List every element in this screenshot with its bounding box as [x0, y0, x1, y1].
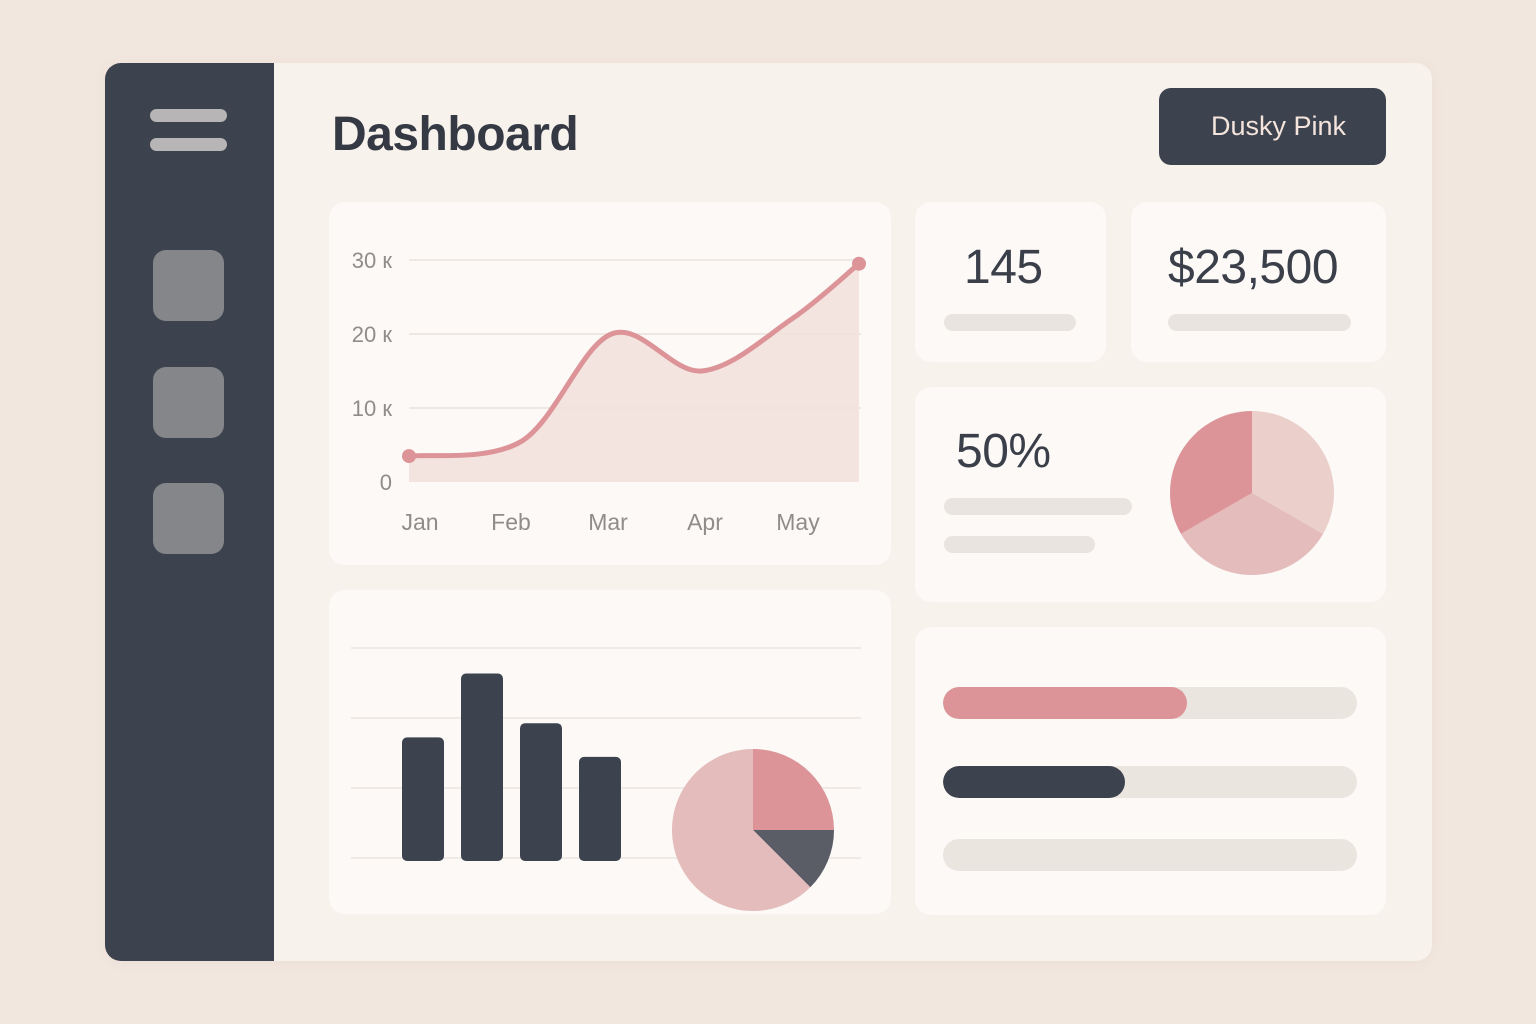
pie-slice: [672, 749, 811, 911]
stat-card-count: 145: [915, 202, 1106, 362]
x-tick-label: Mar: [588, 509, 628, 535]
data-point: [852, 256, 866, 271]
placeholder-bar: [944, 314, 1076, 331]
stat-value-revenue: $23,500: [1168, 241, 1339, 294]
sidebar-item-1[interactable]: [153, 250, 224, 321]
placeholder-bar: [944, 498, 1132, 515]
bar: [402, 737, 444, 861]
stat-card-percent: 50%: [915, 387, 1386, 602]
progress-track-2: [943, 766, 1357, 798]
progress-fill-1: [943, 687, 1188, 719]
progress-track-1: [943, 687, 1357, 719]
x-tick-label: May: [776, 509, 820, 535]
bar: [461, 673, 503, 861]
pie-slice: [1180, 493, 1324, 575]
y-tick-label: 20 к: [352, 322, 393, 347]
pie-slice: [1170, 411, 1252, 534]
sidebar-item-3[interactable]: [153, 483, 224, 554]
x-tick-label: Apr: [687, 509, 723, 535]
progress-card: [915, 627, 1386, 915]
pie-slice: [753, 749, 834, 830]
bar-chart: [351, 647, 861, 911]
x-tick-label: Feb: [491, 509, 531, 535]
data-point: [402, 449, 416, 464]
y-tick-label: 0: [380, 470, 392, 495]
line-chart-card: 0 10 к 20 к 30 к Jan Feb Mar Apr May: [329, 202, 891, 565]
hamburger-icon[interactable]: [150, 107, 227, 153]
bar: [520, 723, 562, 861]
y-tick-label: 30 к: [352, 248, 393, 273]
area-fill: [409, 263, 859, 482]
y-tick-label: 10 к: [352, 396, 393, 421]
sidebar-item-2[interactable]: [153, 367, 224, 438]
pie-slice: [1252, 411, 1334, 534]
sidebar: [105, 63, 274, 961]
placeholder-bar: [1168, 314, 1351, 331]
line-chart: 0 10 к 20 к 30 к Jan Feb Mar Apr May: [352, 248, 866, 535]
stat-value-count: 145: [964, 241, 1043, 294]
progress-track-3: [943, 839, 1357, 871]
pie-slice: [753, 830, 834, 888]
theme-button[interactable]: Dusky Pink: [1159, 88, 1386, 165]
bar-chart-card: [329, 590, 891, 914]
page-title: Dashboard: [332, 108, 579, 161]
stat-value-percent: 50%: [956, 425, 1051, 478]
progress-fill-2: [943, 766, 1126, 798]
pie-chart-percent: [1170, 411, 1334, 575]
x-tick-label: Jan: [401, 509, 438, 535]
stat-card-revenue: $23,500: [1131, 202, 1386, 362]
bar: [579, 756, 621, 861]
placeholder-bar: [944, 536, 1095, 553]
dashboard-window: Dashboard Dusky Pink 0 10 к 20 к 30 к Jan Feb…: [105, 63, 1432, 961]
series-line: [406, 261, 862, 459]
